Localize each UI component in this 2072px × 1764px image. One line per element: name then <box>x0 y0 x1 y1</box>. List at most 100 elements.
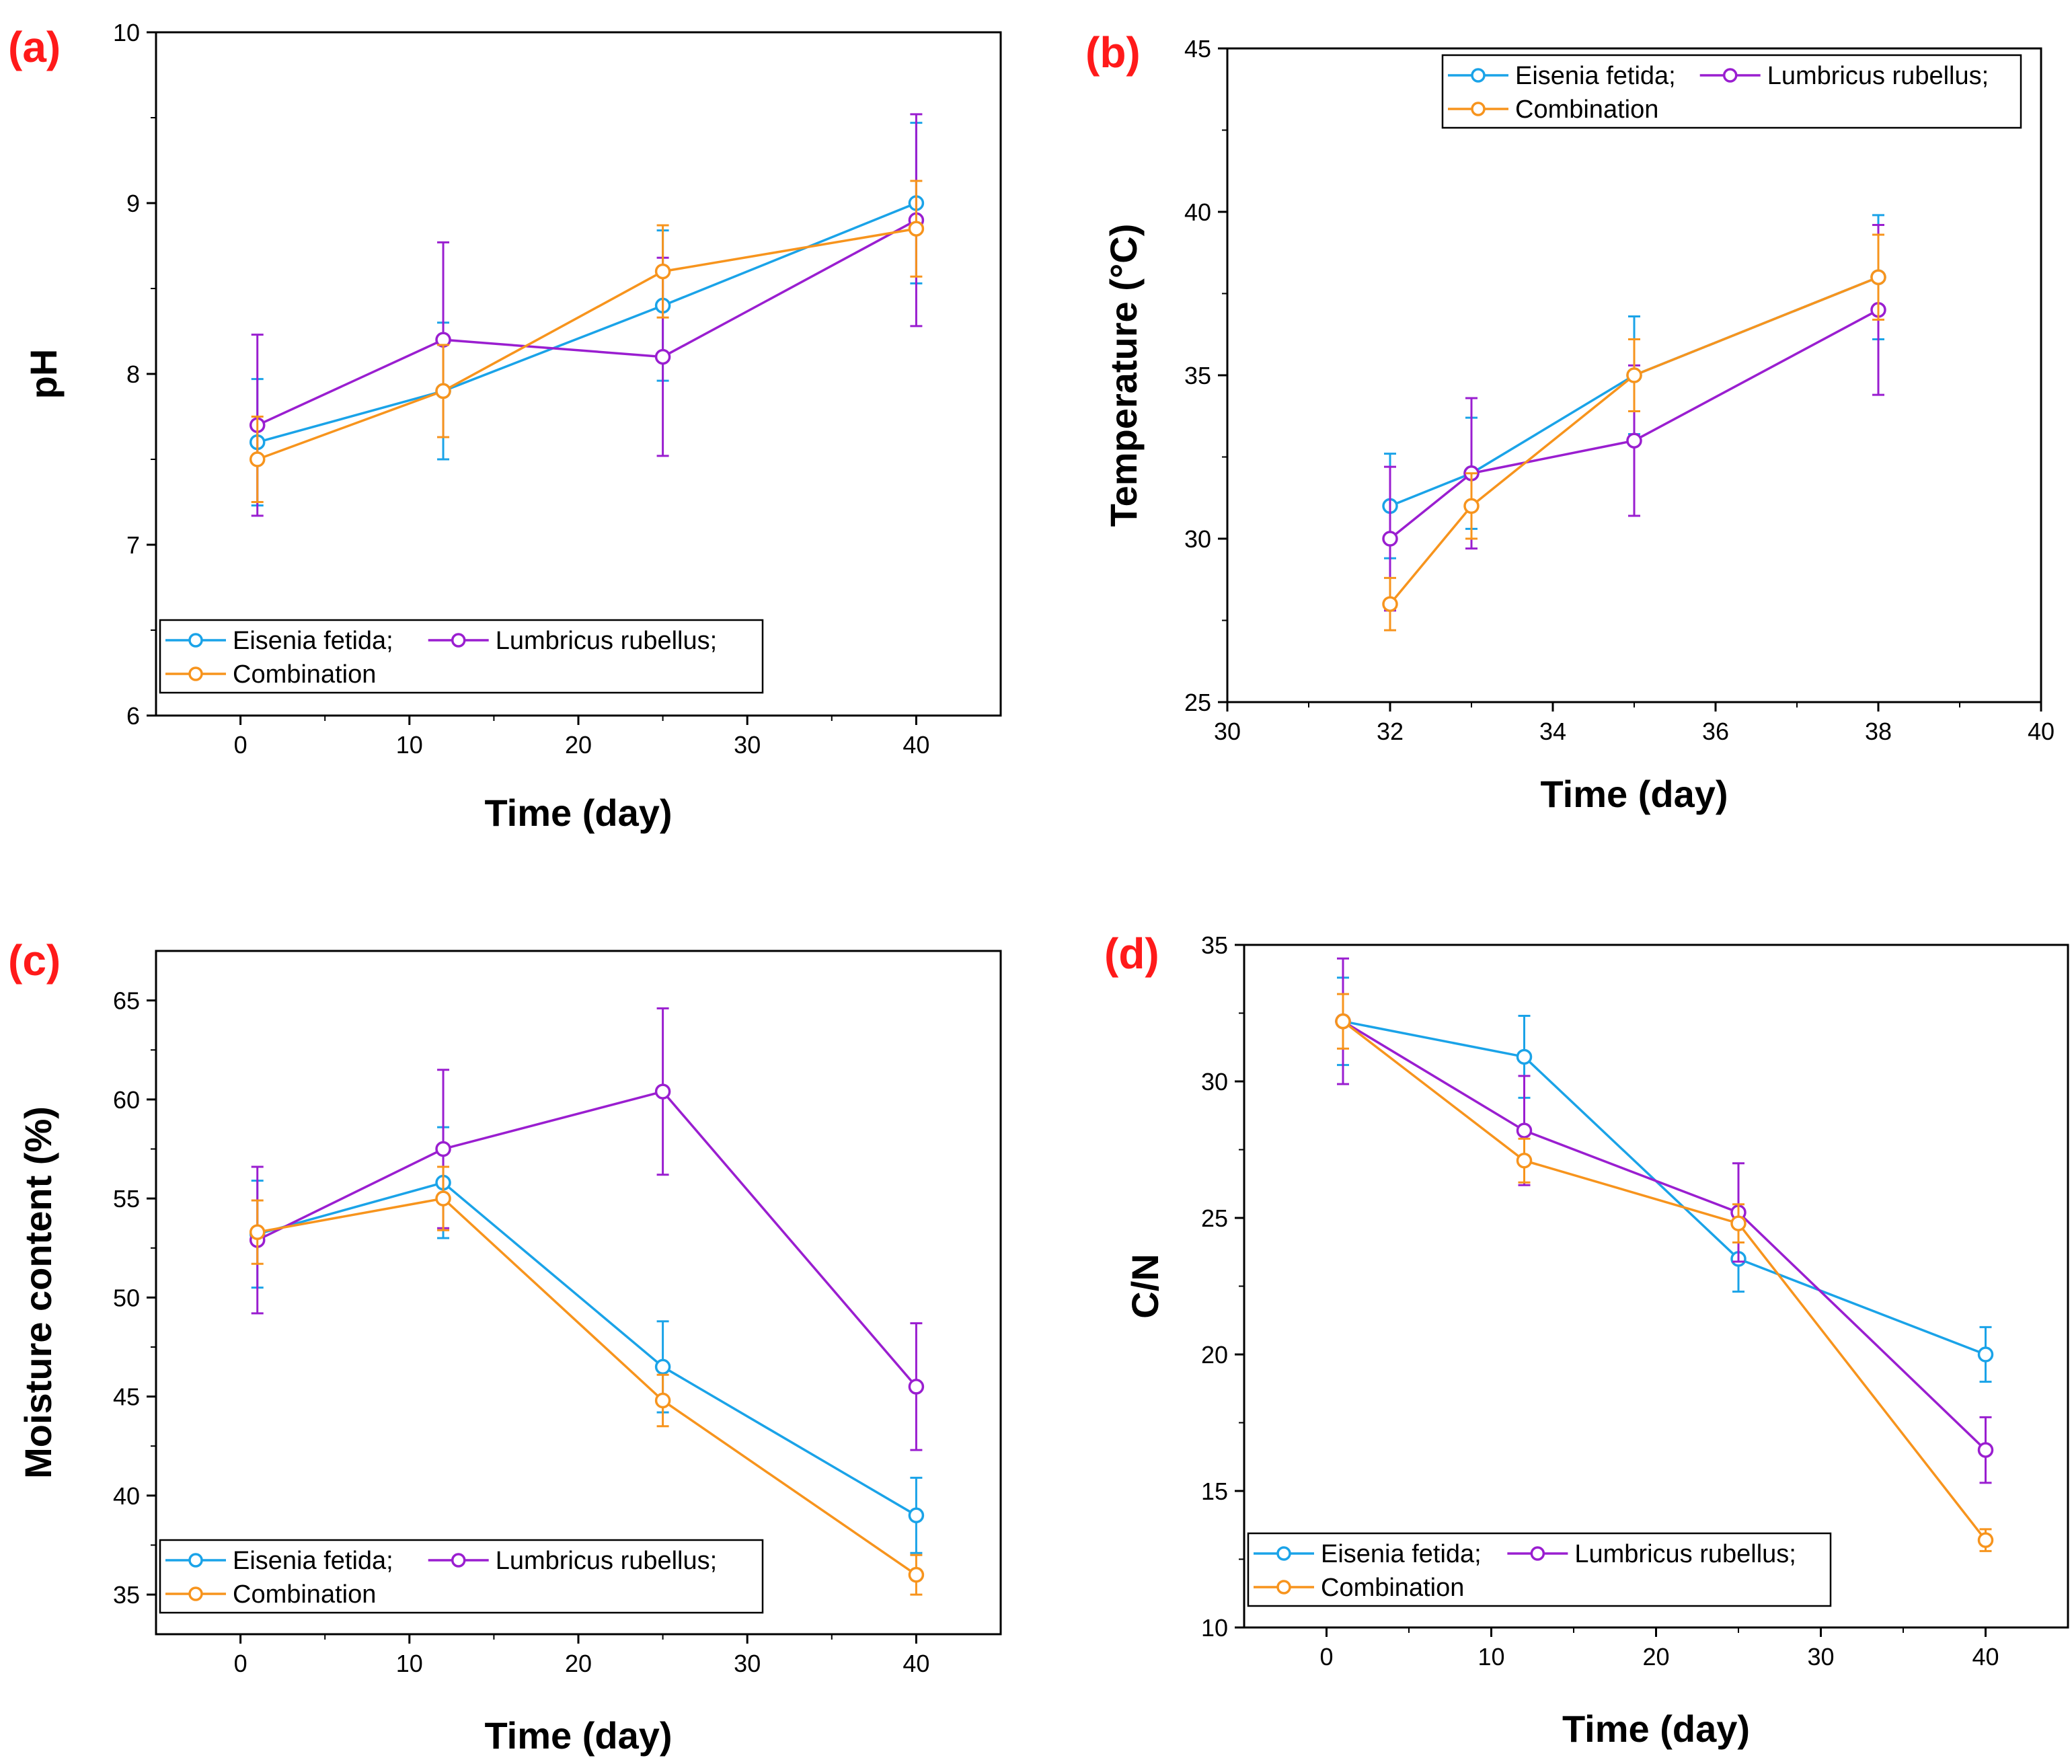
legend-swatch-marker <box>451 633 466 648</box>
legend-label: Lumbricus rubellus; <box>496 1547 717 1575</box>
y-tick-label: 10 <box>113 19 140 46</box>
x-tick-label: 20 <box>1642 1643 1669 1671</box>
data-point <box>1626 367 1642 383</box>
x-tick-label: 30 <box>1214 718 1241 745</box>
x-tick-label: 0 <box>234 731 247 759</box>
legend-swatch-marker <box>451 1553 466 1568</box>
x-tick-label: 40 <box>903 731 929 759</box>
x-tick-label: 32 <box>1377 718 1404 745</box>
data-point <box>1463 498 1480 514</box>
plot-frame <box>155 950 1002 1636</box>
series-1 <box>249 113 925 517</box>
y-tick-label: 60 <box>113 1086 140 1114</box>
series-1 <box>249 1007 925 1451</box>
data-point <box>1382 531 1398 547</box>
plot-frame <box>1243 944 2069 1629</box>
series-2 <box>1382 233 1886 631</box>
plot-frame <box>155 31 1002 717</box>
series-line <box>257 1197 917 1576</box>
y-tick-label: 40 <box>1184 198 1211 226</box>
x-tick-label: 0 <box>234 1650 247 1677</box>
y-tick-label: 15 <box>1201 1478 1228 1505</box>
legend: Eisenia fetida; Lumbricus rubellus; Combin… <box>159 619 764 694</box>
y-tick-label: 40 <box>113 1482 140 1510</box>
legend-label: Eisenia fetida; <box>1515 62 1676 90</box>
series-2 <box>249 1165 925 1596</box>
x-tick-label: 20 <box>565 731 592 759</box>
y-axis-label: Moisture content (%) <box>17 1106 59 1479</box>
x-tick-label: 38 <box>1865 718 1892 745</box>
series-line <box>1342 1020 1987 1356</box>
y-tick-label: 30 <box>1184 525 1211 553</box>
legend-swatch-marker <box>1471 68 1486 83</box>
data-point <box>908 1566 925 1583</box>
data-point <box>1977 1532 1994 1548</box>
data-point <box>1730 1215 1747 1231</box>
panel-label: (b) <box>1085 28 1141 77</box>
data-point <box>654 348 671 365</box>
legend: Eisenia fetida; Lumbricus rubellus; Combin… <box>1247 1532 1832 1607</box>
y-tick-label: 65 <box>113 987 140 1015</box>
legend-swatch-marker <box>1471 102 1486 116</box>
y-tick-label: 55 <box>113 1185 140 1213</box>
x-tick-label: 40 <box>903 1650 929 1677</box>
legend-label: Combination <box>1321 1574 1464 1602</box>
series-2 <box>1335 993 1994 1552</box>
x-axis-label: Time (day) <box>484 1714 672 1757</box>
series-0 <box>1335 976 1994 1383</box>
panel-d: (d) 0 10 20 30 40 10 15 20 25 30 35 Time (day) C/N Eis… <box>1104 929 2069 1750</box>
x-tick-label: 30 <box>734 731 761 759</box>
y-tick-label: 35 <box>113 1581 140 1609</box>
series-line <box>257 227 917 461</box>
data-point <box>249 1224 266 1240</box>
legend-swatch-marker <box>188 633 203 648</box>
x-tick-label: 20 <box>565 1650 592 1677</box>
data-point <box>1335 1013 1351 1030</box>
legend-box <box>1247 1532 1832 1607</box>
x-tick-label: 0 <box>1319 1643 1333 1671</box>
legend-label: Lumbricus rubellus; <box>1767 62 1989 90</box>
data-point <box>654 1358 671 1375</box>
series-line <box>1389 276 1879 605</box>
data-point <box>435 383 451 399</box>
x-tick-label: 36 <box>1702 718 1729 745</box>
panel-label: (a) <box>8 23 61 71</box>
data-point <box>249 451 266 467</box>
x-tick-label: 34 <box>1539 718 1566 745</box>
y-tick-label: 25 <box>1184 689 1211 716</box>
legend-swatch-marker <box>1530 1546 1545 1561</box>
legend-box <box>159 1539 764 1614</box>
series-1 <box>1335 957 1994 1484</box>
legend-box <box>159 619 764 694</box>
series-line <box>256 1090 917 1388</box>
data-point <box>1516 1122 1533 1139</box>
x-tick-label: 10 <box>396 731 423 759</box>
y-tick-label: 45 <box>1184 35 1211 63</box>
panel-a: (a) 0 10 20 30 40 6 7 8 9 10 Time (day) pH Eisenia fe… <box>8 19 1002 834</box>
series-1 <box>1382 223 1886 612</box>
y-tick-label: 30 <box>1201 1068 1228 1096</box>
y-tick-label: 8 <box>126 360 140 388</box>
legend-label: Eisenia fetida; <box>233 1547 393 1575</box>
legend-swatch-marker <box>1276 1546 1291 1561</box>
x-tick-label: 10 <box>1478 1643 1504 1671</box>
legend-swatch-marker <box>188 1553 203 1568</box>
data-point <box>1516 1152 1533 1169</box>
y-tick-label: 50 <box>113 1284 140 1311</box>
series-line <box>1389 309 1879 540</box>
y-tick-label: 35 <box>1184 362 1211 389</box>
legend-label: Combination <box>233 1580 376 1609</box>
y-axis-label: C/N <box>1124 1254 1166 1318</box>
data-point <box>1382 596 1398 612</box>
legend: Eisenia fetida; Lumbricus rubellus; Combin… <box>1441 54 2022 129</box>
data-point <box>1516 1048 1533 1065</box>
legend-swatch-marker <box>188 1586 203 1601</box>
data-point <box>1870 269 1886 285</box>
series-0 <box>249 1126 925 1554</box>
data-point <box>1626 432 1642 449</box>
panel-c: (c) 0 10 20 30 40 35 40 45 50 55 60 65 Time (day) Mois… <box>8 936 1002 1757</box>
legend-label: Combination <box>1515 95 1658 124</box>
panel-label: (d) <box>1104 929 1159 978</box>
legend-label: Eisenia fetida; <box>233 627 393 655</box>
